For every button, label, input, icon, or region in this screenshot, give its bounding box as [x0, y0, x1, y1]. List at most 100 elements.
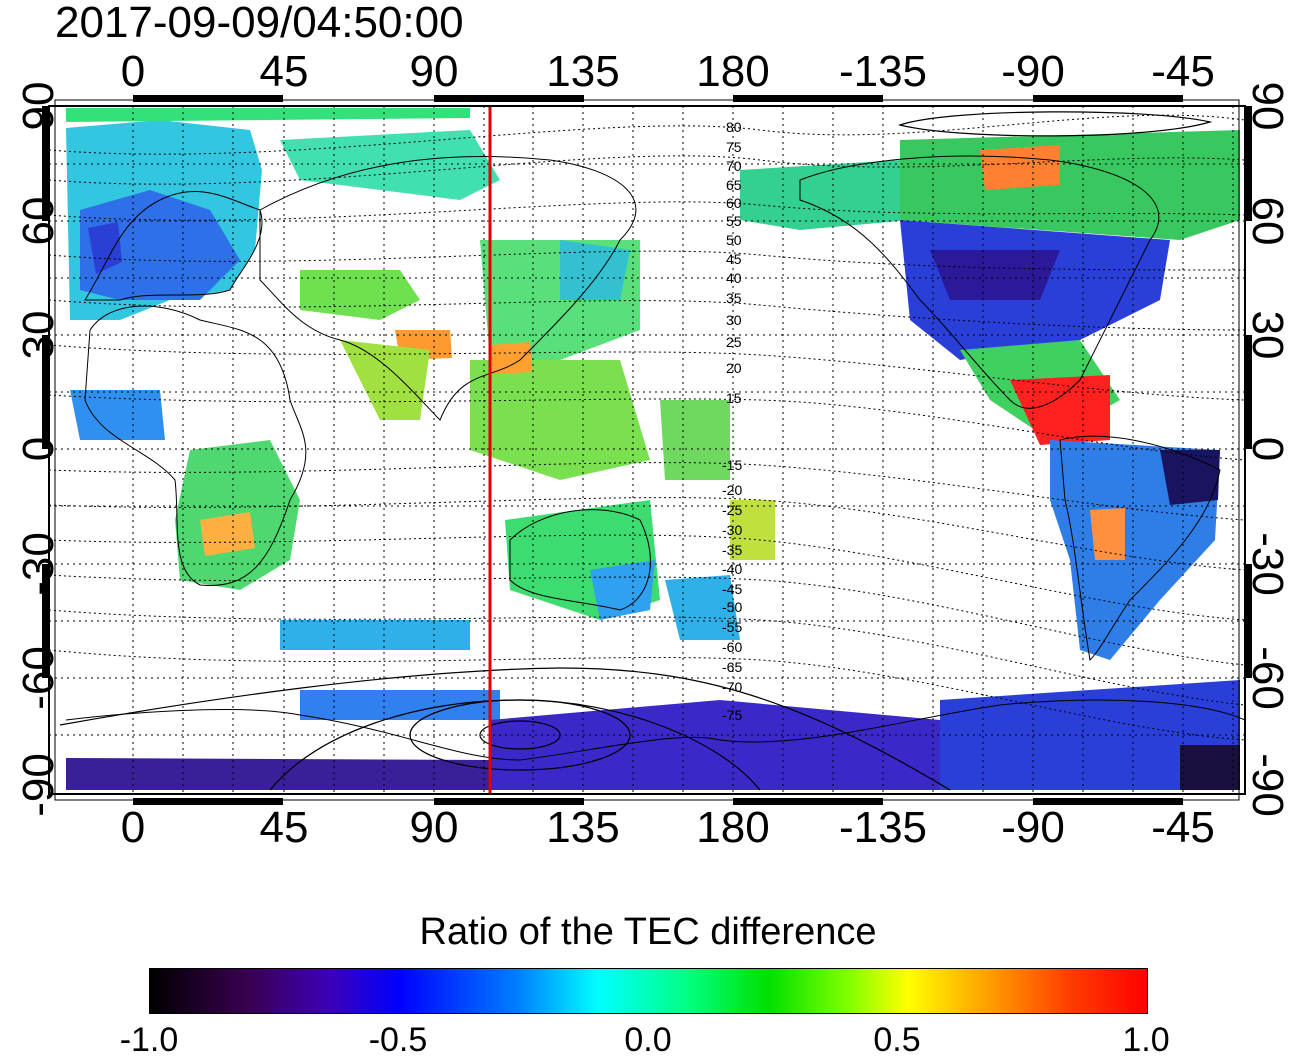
australia-blue [590, 560, 655, 620]
contour-label: 65 [726, 177, 742, 193]
contour-label: -50 [722, 599, 742, 615]
antarctica-east [490, 700, 940, 790]
bottom-lon-label: 0 [120, 803, 146, 852]
pacific-patch [660, 400, 730, 480]
map-timestamp: 2017-09-09/04:50:00 [55, 0, 464, 47]
tick-bar [1245, 335, 1252, 449]
bottom-lon-label: 135 [546, 803, 620, 852]
top-lon-label: 45 [259, 47, 309, 96]
contour-line [49, 344, 1245, 401]
australia-coast [509, 509, 651, 611]
contour-line [49, 394, 1245, 461]
tick-bar [42, 564, 49, 678]
north-america-coast [799, 155, 1160, 409]
contour-line [49, 201, 1245, 221]
antarctica-coast [66, 758, 490, 790]
top-lon-label: 135 [546, 47, 620, 96]
alaska-patch [740, 160, 910, 230]
africa-coast [84, 305, 307, 587]
west-africa-mix [70, 390, 165, 440]
colorbar-tick: 0.5 [873, 1021, 921, 1059]
colorbar-tick: -0.5 [368, 1021, 428, 1059]
bottom-lon-label: -135 [838, 803, 928, 852]
contour-label: -60 [722, 639, 742, 655]
colorbar-tick: -1.0 [119, 1021, 179, 1059]
tick-bar [733, 95, 883, 102]
contour-label: -70 [722, 679, 742, 695]
contour-label: 55 [726, 213, 742, 229]
bottom-lon-label: 180 [696, 803, 770, 852]
s-ocean-scatter-2 [300, 690, 500, 720]
contour-label: -65 [722, 659, 742, 675]
contour-label: -35 [722, 542, 742, 558]
contour-line [49, 574, 1245, 666]
contour-line [49, 534, 1245, 621]
tick-bar [1245, 106, 1252, 221]
tec-data-layer [66, 108, 1240, 790]
se-asia-patch [470, 360, 650, 480]
europe-blue-patch [80, 190, 240, 300]
antarctica-dark [1180, 745, 1240, 790]
contour-line [49, 497, 1245, 571]
tick-bar [42, 106, 49, 221]
canada-patch [900, 130, 1240, 240]
tick-bar [1245, 564, 1252, 678]
contour-label: -15 [722, 457, 742, 473]
contour-label: 35 [726, 290, 742, 306]
contour-label: 80 [726, 119, 742, 135]
top-lon-label: 180 [696, 47, 770, 96]
tick-bar [733, 798, 883, 805]
top-lon-label: -45 [1151, 47, 1215, 96]
contour-label: 40 [726, 270, 742, 286]
brazil-dark [1160, 450, 1220, 505]
contour-label: 70 [726, 158, 742, 174]
contour-label: -25 [722, 502, 742, 518]
bottom-lon-label: -90 [1001, 803, 1065, 852]
mideast-patch [300, 270, 420, 320]
tick-bar [434, 798, 584, 805]
contour-label: -20 [722, 482, 742, 498]
arctic-orange [980, 145, 1060, 190]
contour-label: 15 [726, 390, 742, 406]
contour-label: -45 [722, 581, 742, 597]
contour-labels: 80 75 70 65 60 55 50 45 40 35 30 25 20 1… [722, 119, 742, 723]
contour-label: 60 [726, 195, 742, 211]
axis-tick-bars [42, 95, 1252, 805]
contour-line [49, 250, 1245, 271]
south-america-coast [1059, 435, 1221, 662]
india-patch [340, 340, 430, 420]
plot-frame [48, 105, 1246, 795]
usa-dark [930, 250, 1060, 300]
bottom-lon-label: 90 [409, 803, 459, 852]
colorbar-tick: 1.0 [1122, 1021, 1170, 1059]
bottom-lon-label: 45 [259, 803, 309, 852]
contour-label: -30 [722, 522, 742, 538]
contour-label: -40 [722, 561, 742, 577]
colorbar-tick: 0.0 [624, 1021, 672, 1059]
central-america-red [1010, 375, 1110, 445]
top-lon-label: 0 [120, 47, 146, 96]
magnetic-contours [49, 114, 1245, 741]
contour-label: -75 [722, 707, 742, 723]
arctic-band [66, 108, 470, 122]
s-ocean-scatter [280, 620, 470, 650]
tick-bar [1033, 95, 1183, 102]
contour-line [59, 667, 951, 791]
contour-line [49, 609, 1245, 706]
contour-label: 50 [726, 232, 742, 248]
colorbar-title: Ratio of the TEC difference [419, 911, 877, 953]
china-orange [490, 342, 532, 374]
andes-orange [1090, 508, 1125, 560]
antarctica-coast-line [65, 699, 1245, 761]
south-africa-orange [200, 512, 255, 556]
contour-line [49, 299, 1245, 331]
colorbar [149, 968, 1148, 1014]
japan-patch [560, 240, 630, 300]
top-lon-label: -135 [838, 47, 928, 96]
asia-coast [259, 156, 637, 421]
contour-label: 75 [726, 139, 742, 155]
tick-bar [133, 798, 283, 805]
nz-patch [665, 575, 740, 640]
contour-label: 30 [726, 312, 742, 328]
